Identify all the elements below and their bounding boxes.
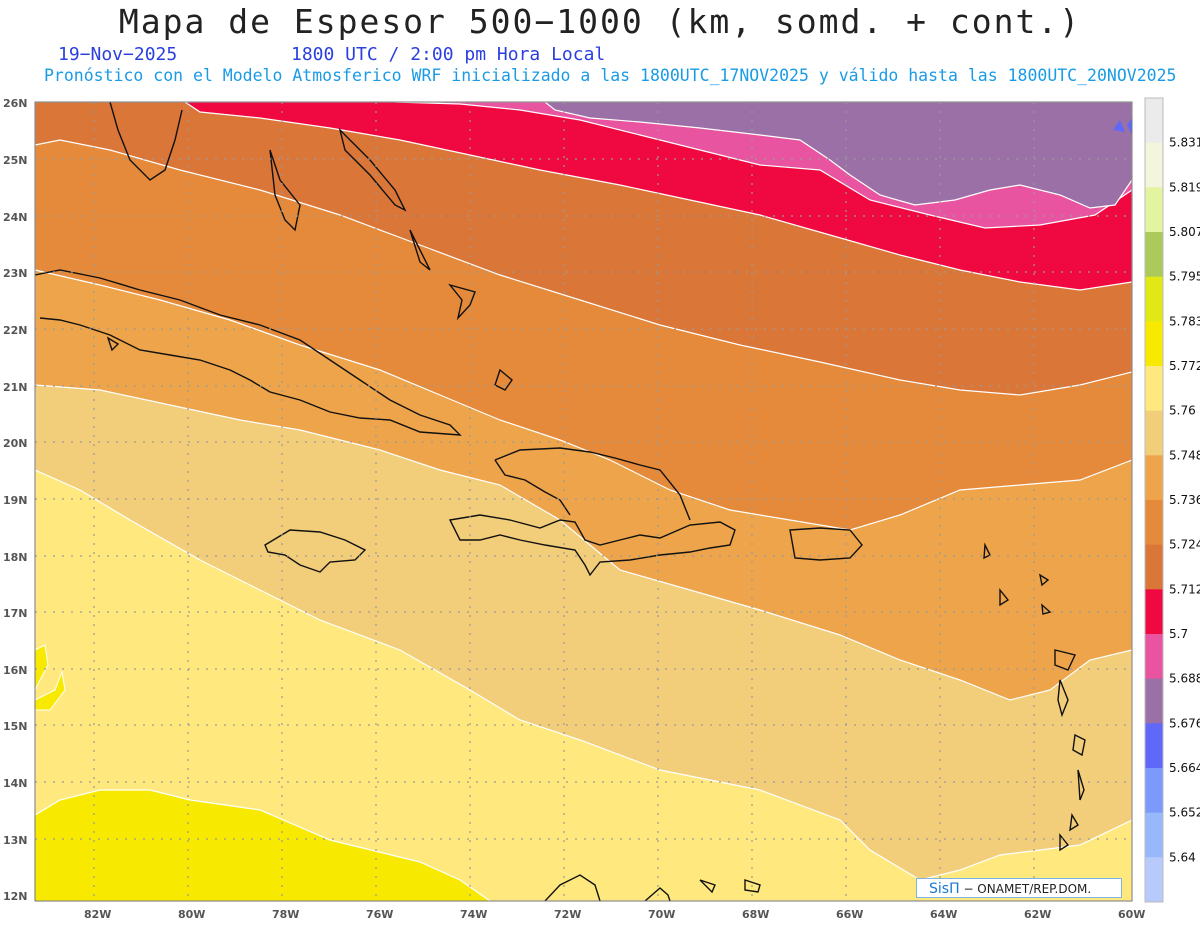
contour-fill — [35, 102, 1132, 901]
legend-swatch — [1145, 187, 1163, 233]
lat-label: 19N — [3, 494, 28, 507]
lat-label: 13N — [3, 834, 28, 847]
lon-label: 72W — [554, 908, 581, 921]
lat-label: 15N — [3, 720, 28, 733]
legend-swatch — [1145, 857, 1163, 903]
legend-swatch — [1145, 410, 1163, 456]
legend-value: 5.807 — [1169, 225, 1200, 239]
legend-value: 5.664 — [1169, 761, 1200, 775]
map-title: Mapa de Espesor 500−1000 (km, somd. + co… — [118, 2, 1082, 41]
lat-axis: 26N 25N 24N 23N 22N 21N 20N 19N 18N 17N … — [3, 97, 28, 903]
legend-value: 5.7 — [1169, 627, 1188, 641]
lon-label: 82W — [84, 908, 111, 921]
model-subtitle: Pronóstico con el Modelo Atmosferico WRF… — [44, 66, 1177, 85]
legend-value: 5.652 — [1169, 806, 1200, 820]
legend-swatch — [1145, 98, 1163, 144]
lon-label: 70W — [648, 908, 675, 921]
lon-label: 66W — [836, 908, 863, 921]
legend-swatch — [1145, 142, 1163, 188]
lat-label: 16N — [3, 664, 28, 677]
legend-swatch — [1145, 723, 1163, 769]
credit-text: − ONAMET/REP.DOM. — [963, 882, 1092, 896]
legend-swatch — [1145, 276, 1163, 322]
lon-label: 62W — [1024, 908, 1051, 921]
lon-label: 64W — [930, 908, 957, 921]
legend-value: 5.795 — [1169, 270, 1200, 284]
legend-value: 5.724 — [1169, 538, 1200, 552]
legend-swatch — [1145, 589, 1163, 635]
lon-label: 74W — [460, 908, 487, 921]
legend-value: 5.688 — [1169, 672, 1200, 686]
lat-label: 26N — [3, 97, 28, 110]
legend-labels: 5.831 5.819 5.807 5.795 5.783 5.772 5.76 5.748 5… — [1169, 136, 1200, 865]
legend-value: 5.676 — [1169, 716, 1200, 730]
legend-colorbar — [1144, 97, 1164, 903]
lat-label: 12N — [3, 890, 28, 903]
legend-value: 5.772 — [1169, 359, 1200, 373]
lat-label: 21N — [3, 381, 28, 394]
lat-label: 23N — [3, 267, 28, 280]
band-5772-left — [35, 644, 66, 711]
legend-swatch — [1145, 678, 1163, 724]
lat-label: 18N — [3, 551, 28, 564]
lon-label: 76W — [366, 908, 393, 921]
legend-value: 5.64 — [1169, 850, 1196, 864]
lat-label: 24N — [3, 211, 28, 224]
map-frame — [34, 101, 1133, 902]
lon-label: 78W — [272, 908, 299, 921]
lat-label: 20N — [3, 437, 28, 450]
legend-swatch — [1145, 500, 1163, 546]
forecast-date: 19−Nov−2025 — [58, 44, 178, 65]
legend-swatch — [1145, 232, 1163, 278]
legend-swatch — [1145, 366, 1163, 412]
legend-value: 5.76 — [1169, 404, 1196, 418]
legend-swatch — [1145, 634, 1163, 680]
lon-label: 60W — [1118, 908, 1145, 921]
lat-label: 17N — [3, 607, 28, 620]
band-5676 — [544, 102, 1132, 209]
lon-label: 80W — [178, 908, 205, 921]
coastlines — [35, 102, 1086, 901]
credit-box: SisΠ − ONAMET/REP.DOM. — [916, 878, 1122, 898]
legend-value: 5.819 — [1169, 180, 1200, 194]
legend-value: 5.831 — [1169, 136, 1200, 150]
band-5664 — [1113, 118, 1132, 135]
legend-value: 5.748 — [1169, 448, 1200, 462]
legend-swatch — [1145, 455, 1163, 501]
lon-label: 68W — [742, 908, 769, 921]
credit-brand: SisΠ — [929, 881, 960, 897]
lat-label: 14N — [3, 777, 28, 790]
legend-swatch — [1145, 768, 1163, 814]
legend-value: 5.783 — [1169, 314, 1200, 328]
legend-value: 5.712 — [1169, 582, 1200, 596]
legend-frame — [1144, 97, 1164, 903]
legend-swatch — [1145, 812, 1163, 858]
lat-label: 25N — [3, 154, 28, 167]
legend-swatch — [1145, 321, 1163, 367]
legend-swatch — [1145, 544, 1163, 590]
lat-label: 22N — [3, 324, 28, 337]
forecast-hour: 1800 UTC / 2:00 pm Hora Local — [291, 44, 606, 65]
legend-value: 5.736 — [1169, 493, 1200, 507]
lon-axis: 82W 80W 78W 76W 74W 72W 70W 68W 66W 64W … — [84, 908, 1145, 921]
